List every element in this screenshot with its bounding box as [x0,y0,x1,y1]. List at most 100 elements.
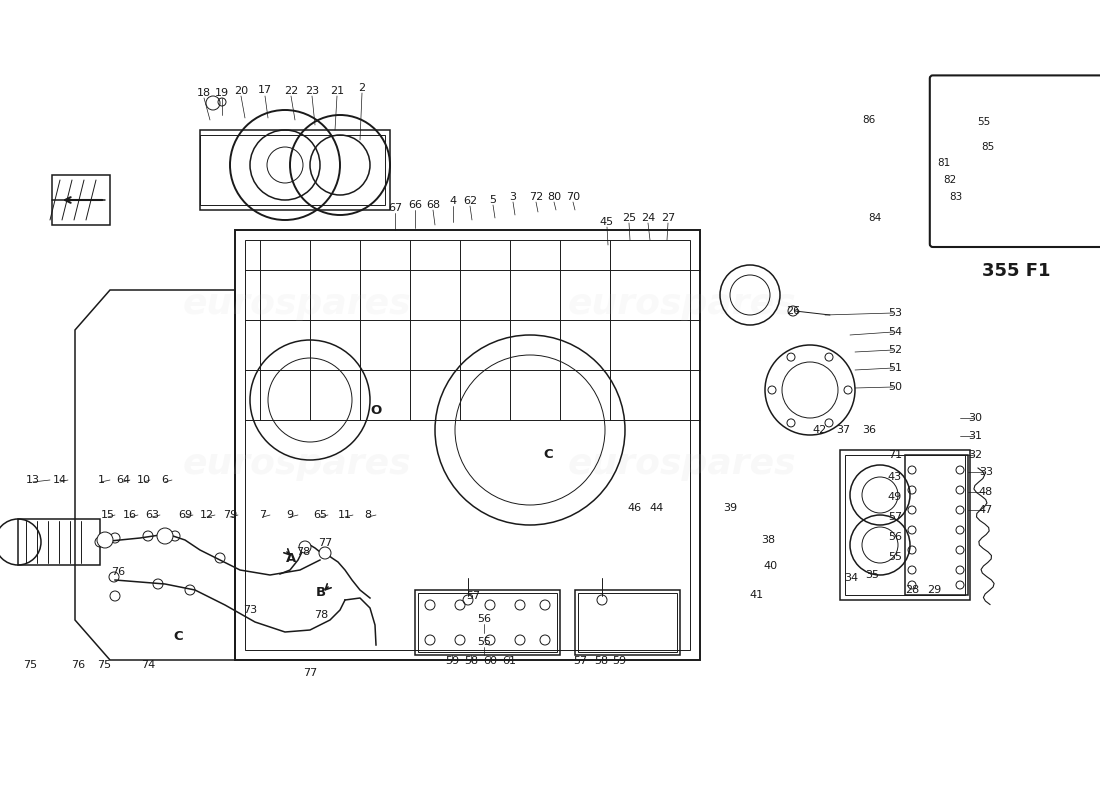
Text: 17: 17 [257,85,272,95]
Text: 53: 53 [888,308,902,318]
Text: 38: 38 [761,535,776,545]
Text: 24: 24 [641,213,656,223]
Text: 50: 50 [888,382,902,392]
Text: 41: 41 [750,590,764,600]
Text: 61: 61 [502,656,516,666]
Text: 15: 15 [101,510,116,520]
Text: 55: 55 [477,637,491,647]
Text: 78: 78 [314,610,328,620]
Text: 26: 26 [785,306,800,316]
Text: 13: 13 [26,475,40,485]
Text: 57: 57 [888,512,902,522]
Text: 63: 63 [145,510,160,520]
Text: 39: 39 [723,503,737,513]
Text: B: B [316,586,326,599]
Text: 71: 71 [888,450,902,460]
Text: 77: 77 [302,668,317,678]
Text: 79: 79 [223,510,238,520]
Text: 28: 28 [905,585,920,595]
Text: eurospares: eurospares [568,287,796,321]
Text: 10: 10 [138,475,151,485]
FancyBboxPatch shape [930,75,1100,247]
Text: 64: 64 [116,475,130,485]
Text: 32: 32 [968,450,982,460]
Circle shape [157,528,173,544]
Circle shape [319,547,331,559]
Text: 20: 20 [234,86,249,96]
Text: 82: 82 [944,175,957,185]
Text: 75: 75 [23,660,37,670]
Text: 60: 60 [483,656,497,666]
Text: 58: 58 [464,656,478,666]
Text: 78: 78 [296,547,310,557]
Bar [948,88,1085,123]
Text: 46: 46 [627,503,641,513]
Text: 33: 33 [979,467,993,477]
Text: 81: 81 [937,158,950,168]
Text: 35: 35 [865,570,879,580]
Text: 73: 73 [243,605,257,615]
Text: 6: 6 [162,475,168,485]
Text: 27: 27 [661,213,675,223]
Text: 25: 25 [621,213,636,223]
Text: 57: 57 [466,591,480,601]
Text: 77: 77 [318,538,332,548]
Text: 14: 14 [53,475,67,485]
Text: 21: 21 [330,86,344,96]
Text: 45: 45 [600,217,614,227]
Text: 59: 59 [444,656,459,666]
Text: 66: 66 [408,200,422,210]
Text: eurospares: eurospares [568,447,796,481]
Text: 86: 86 [862,115,876,125]
Text: 58: 58 [594,656,608,666]
Text: 48: 48 [979,487,993,497]
Text: 40: 40 [763,561,778,571]
Text: 1: 1 [98,475,104,485]
Text: A: A [286,551,296,565]
Text: 54: 54 [888,327,902,337]
Text: 44: 44 [650,503,664,513]
Text: 5: 5 [490,195,496,205]
Text: 34: 34 [844,573,858,583]
Text: 62: 62 [463,196,477,206]
Text: 43: 43 [888,472,902,482]
Text: C: C [173,630,183,642]
Circle shape [97,532,113,548]
Text: 47: 47 [979,505,993,515]
Text: 49: 49 [888,492,902,502]
Text: 42: 42 [813,425,827,435]
Text: 80: 80 [547,192,561,202]
Text: 57: 57 [573,656,587,666]
Text: 84: 84 [868,213,881,223]
Text: 29: 29 [927,585,942,595]
Text: 55: 55 [978,117,991,127]
Text: 74: 74 [141,660,155,670]
Text: 36: 36 [862,425,876,435]
Text: 59: 59 [612,656,626,666]
Text: 76: 76 [70,660,85,670]
Text: 76: 76 [111,567,125,577]
Text: 9: 9 [286,510,294,520]
Text: 2: 2 [359,83,365,93]
Text: 19: 19 [214,88,229,98]
Text: 8: 8 [364,510,372,520]
Text: 56: 56 [477,614,491,624]
Text: 11: 11 [338,510,352,520]
Text: 51: 51 [888,363,902,373]
Text: 68: 68 [426,200,440,210]
Text: 37: 37 [836,425,850,435]
Text: 12: 12 [200,510,214,520]
Text: 7: 7 [260,510,266,520]
Text: 4: 4 [450,196,456,206]
Text: eurospares: eurospares [183,287,411,321]
Circle shape [983,146,998,160]
Text: O: O [371,403,382,417]
Text: 55: 55 [888,552,902,562]
Text: 52: 52 [888,345,902,355]
Text: 16: 16 [123,510,138,520]
Text: 85: 85 [981,142,994,152]
Circle shape [299,541,311,553]
Text: 18: 18 [197,88,211,98]
Text: 3: 3 [509,192,517,202]
Text: 69: 69 [178,510,192,520]
